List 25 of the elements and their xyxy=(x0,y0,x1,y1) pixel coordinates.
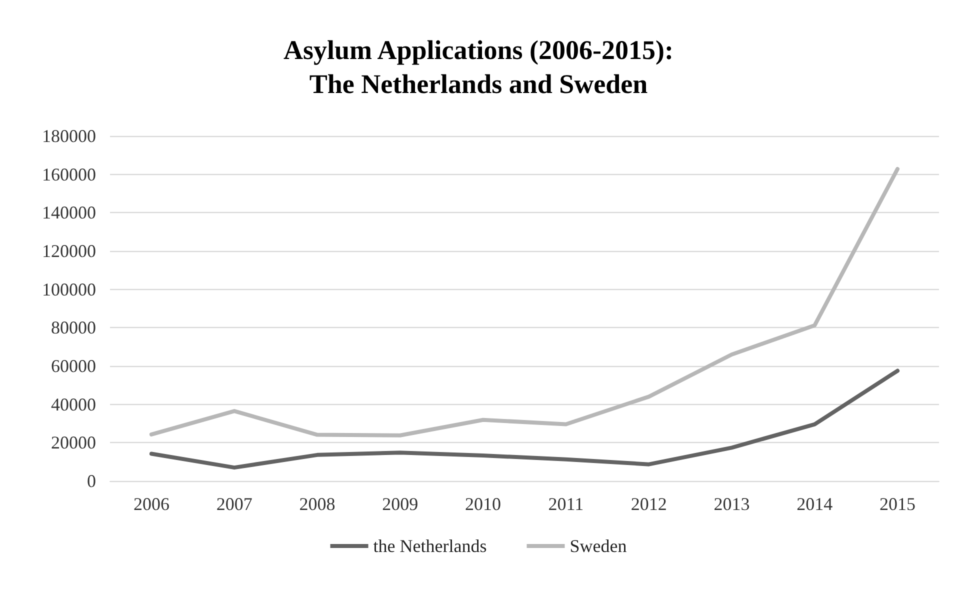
x-tick-label: 2012 xyxy=(630,494,667,514)
x-tick-label: 2014 xyxy=(796,494,833,514)
legend-label: Sweden xyxy=(570,536,627,556)
x-tick-label: 2011 xyxy=(548,494,584,514)
line-series xyxy=(149,166,900,438)
x-tick-label: 2008 xyxy=(299,494,336,514)
x-tick-label: 2015 xyxy=(880,494,916,514)
y-tick-label: 160000 xyxy=(42,164,96,184)
y-tick-label: 40000 xyxy=(51,394,96,414)
y-tick-label: 140000 xyxy=(42,202,96,223)
y-tick-label: 0 xyxy=(87,471,96,491)
x-tick-label: 2009 xyxy=(382,494,418,514)
line-series xyxy=(149,368,900,470)
y-tick-label: 60000 xyxy=(51,356,96,376)
chart-title: Asylum Applications (2006-2015): The Netherlands and Sweden xyxy=(283,35,674,99)
legend-label: the Netherlands xyxy=(373,536,487,556)
y-tick-label: 100000 xyxy=(42,279,96,300)
x-tick-label: 2007 xyxy=(216,494,252,514)
x-tick-label: 2006 xyxy=(133,494,170,514)
x-tick-label: 2010 xyxy=(465,494,502,514)
y-tick-label: 180000 xyxy=(42,126,96,146)
y-tick-label: 20000 xyxy=(51,432,96,453)
x-tick-label: 2013 xyxy=(714,494,750,514)
y-tick-label: 120000 xyxy=(42,241,96,261)
y-tick-label: 80000 xyxy=(51,318,96,338)
